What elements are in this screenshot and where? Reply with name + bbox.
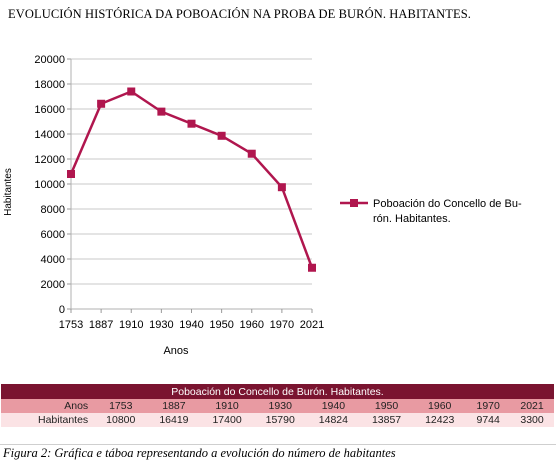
data-point (187, 119, 196, 128)
table-cell: 17400 (200, 413, 254, 427)
series-line (69, 90, 314, 269)
table-cell: 14824 (306, 413, 360, 427)
data-point (247, 149, 256, 158)
table-cell: 10800 (94, 413, 148, 427)
x-tick-label: 1753 (59, 319, 83, 331)
legend-marker (350, 199, 358, 207)
table-cell: 16419 (147, 413, 201, 427)
y-tick-label: 14000 (34, 129, 65, 141)
table-cell: 1950 (359, 399, 414, 413)
legend-label: rón. Habitantes. (373, 213, 451, 225)
table-cell: 2021 (510, 399, 554, 413)
table-cell: 1940 (306, 399, 360, 413)
data-point (157, 107, 166, 116)
x-tick-label: 1887 (89, 319, 113, 331)
legend-label: Poboación do Concello de Bu- (373, 198, 522, 210)
table-cell: 1887 (147, 399, 201, 413)
caption-divider (0, 444, 556, 445)
data-point (308, 263, 316, 272)
table-cell: 1930 (253, 399, 307, 413)
table-cell: 1960 (413, 399, 467, 413)
table-cell: 1753 (94, 399, 148, 413)
data-point (97, 99, 106, 108)
y-tick-label: 4000 (41, 254, 65, 266)
table-cell: 1910 (200, 399, 254, 413)
table-cell: 13857 (359, 413, 414, 427)
page-title: EVOLUCIÓN HISTÓRICA DA POBOACIÓN NA PROB… (8, 7, 471, 21)
y-tick-label: 8000 (41, 204, 65, 216)
x-tick-label: 2021 (300, 319, 324, 331)
table-cell: 15790 (253, 413, 307, 427)
x-tick-label: 1950 (209, 319, 233, 331)
table-header: Poboación do Concello de Burón. Habitant… (1, 384, 554, 399)
data-table: Poboación do Concello de Burón. Habitant… (1, 384, 554, 427)
table-cell: 9744 (466, 413, 511, 427)
x-tick-label: 1930 (149, 319, 173, 331)
data-point (127, 87, 136, 96)
table-row: Anos 1753 1887 1910 1930 1940 1950 1960 … (1, 399, 554, 413)
y-tick-label: 0 (59, 304, 65, 316)
x-tick-label: 1910 (119, 319, 143, 331)
table-row: Habitantes 10800 16419 17400 15790 14824… (1, 413, 554, 427)
row-label: Habitantes (1, 413, 95, 427)
y-tick-label: 20000 (34, 54, 65, 66)
table-header-row: Poboación do Concello de Burón. Habitant… (1, 384, 554, 399)
x-tick-label: 1970 (270, 319, 294, 331)
table-cell: 12423 (413, 413, 467, 427)
y-tick-label: 2000 (41, 279, 65, 291)
data-point (217, 131, 226, 140)
x-tick-label: 1960 (240, 319, 264, 331)
x-axis-title: Anos (163, 345, 189, 357)
table-cell: 3300 (510, 413, 554, 427)
line-chart: 0 2000 4000 6000 8000 10000 12000 14000 16000 180… (3, 54, 522, 357)
x-tick-label: 1940 (179, 319, 203, 331)
y-tick-label: 10000 (34, 179, 65, 191)
figure-caption: Figura 2: Gráfica e táboa representando … (3, 446, 396, 460)
y-tick-label: 16000 (34, 104, 65, 116)
y-tick-label: 12000 (34, 154, 65, 166)
data-point (67, 170, 75, 178)
y-tick-label: 18000 (34, 79, 65, 91)
row-label: Anos (1, 399, 95, 413)
y-axis-title: Habitantes (3, 168, 14, 216)
data-point (277, 183, 286, 192)
y-tick-label: 6000 (41, 229, 65, 241)
table-cell: 1970 (466, 399, 511, 413)
